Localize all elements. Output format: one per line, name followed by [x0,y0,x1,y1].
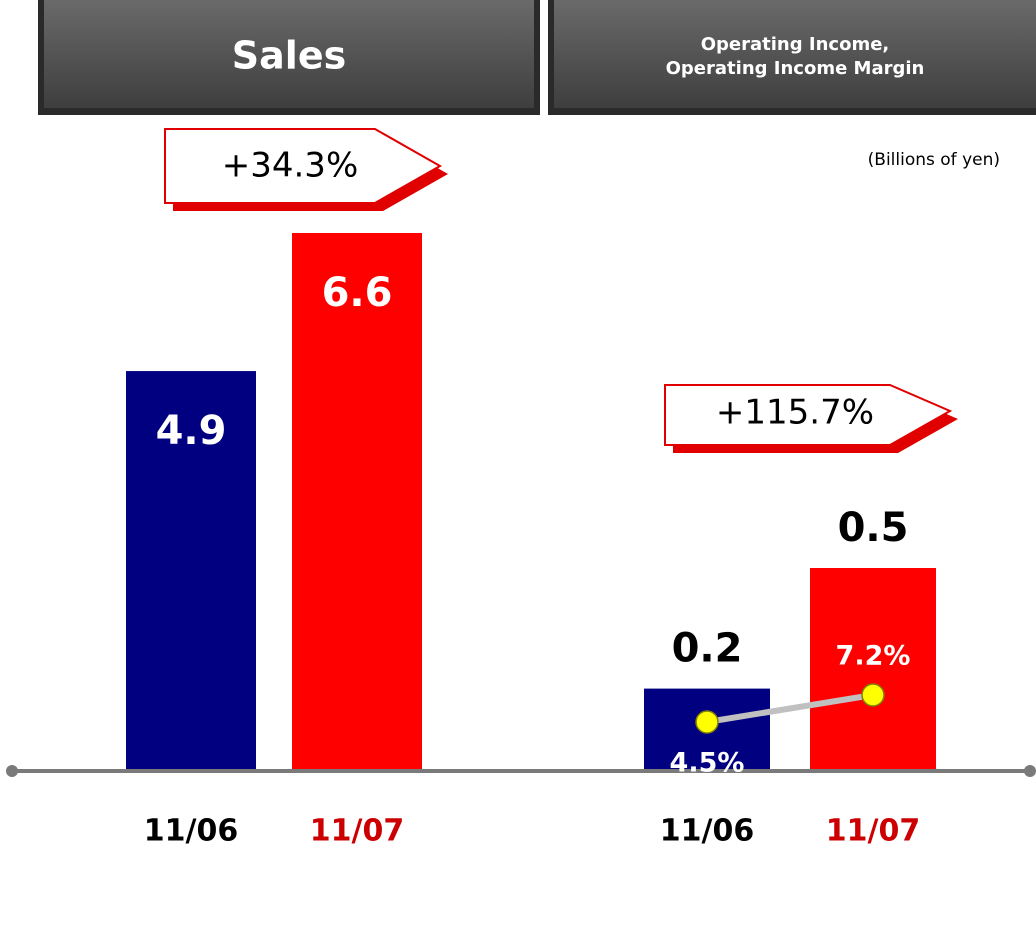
margin-label: 4.5% [670,748,745,779]
value-label: 4.9 [156,408,227,454]
bar [292,233,422,769]
callout-operating: +115.7% [664,384,958,453]
value-label: 0.5 [838,505,909,551]
margin-marker [861,683,885,707]
chart-title: Sales [232,34,346,78]
x-tick-label: 11/06 [660,814,754,849]
header-operating: Operating Income, Operating Income Margi… [548,0,1036,115]
x-tick-label: 11/07 [310,814,404,849]
value-label: 6.6 [322,270,393,316]
baseline-end [6,765,18,777]
x-tick-label: 11/06 [144,814,238,849]
bar [810,568,936,769]
value-label: 0.2 [672,626,743,672]
x-tick-label: 11/07 [826,814,920,849]
bar [126,371,256,769]
baseline-end [1024,765,1036,777]
margin-label: 7.2% [836,641,911,672]
growth-label: +34.3% [222,146,359,186]
callout-sales: +34.3% [164,128,448,211]
margin-marker [695,710,719,734]
unit-label: (Billions of yen) [868,150,1000,170]
header-sales: Sales [38,0,540,115]
growth-label: +115.7% [716,393,874,433]
chart-title: Operating Income Margin [666,58,925,79]
margin-line [706,692,874,725]
chart-title: Operating Income, [701,34,890,55]
